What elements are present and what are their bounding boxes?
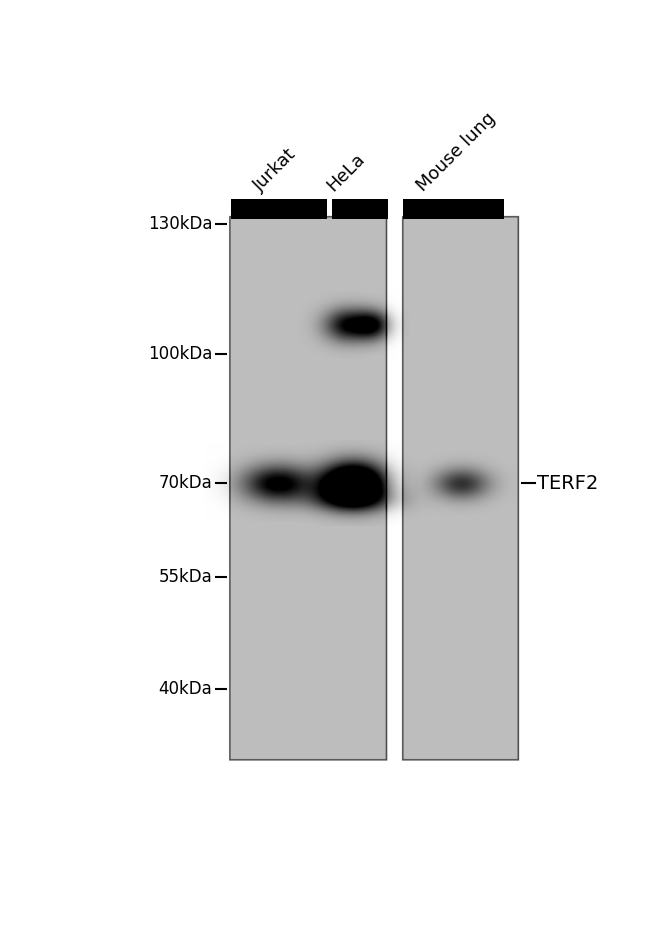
Text: 70kDa: 70kDa — [159, 475, 212, 492]
Bar — [231, 198, 327, 219]
Text: Jurkat: Jurkat — [250, 145, 300, 196]
Text: 100kDa: 100kDa — [148, 344, 212, 363]
Bar — [332, 198, 387, 219]
Text: TERF2: TERF2 — [537, 474, 599, 493]
Text: HeLa: HeLa — [323, 150, 368, 196]
Bar — [402, 198, 504, 219]
Text: 40kDa: 40kDa — [159, 680, 212, 698]
Text: Mouse lung: Mouse lung — [413, 110, 499, 196]
Text: 130kDa: 130kDa — [148, 215, 212, 233]
Text: 55kDa: 55kDa — [159, 568, 212, 586]
